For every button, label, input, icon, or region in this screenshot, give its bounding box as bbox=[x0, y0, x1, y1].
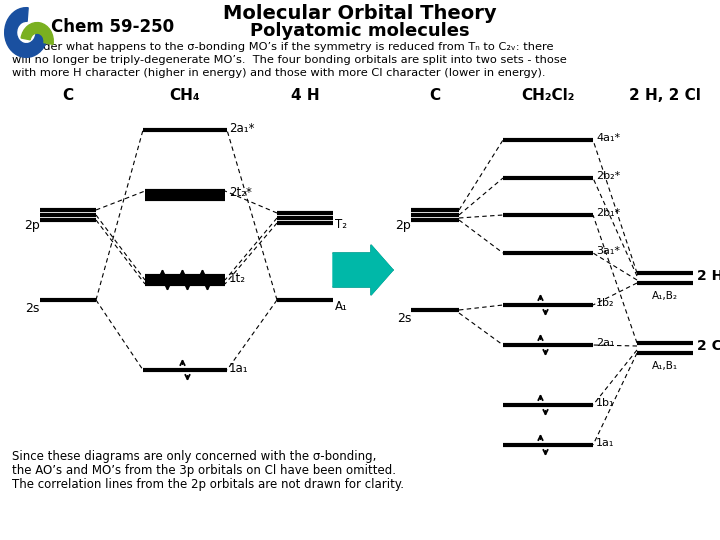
Text: 2p: 2p bbox=[395, 219, 411, 232]
Text: 4a₁*: 4a₁* bbox=[596, 133, 620, 143]
Text: A₁,B₁: A₁,B₁ bbox=[652, 361, 678, 371]
Text: 2 Cl: 2 Cl bbox=[697, 339, 720, 353]
Text: A₁: A₁ bbox=[335, 300, 348, 313]
Wedge shape bbox=[21, 23, 53, 44]
Text: A₁,B₂: A₁,B₂ bbox=[652, 291, 678, 301]
Text: CH₂Cl₂: CH₂Cl₂ bbox=[521, 87, 575, 103]
Text: 2a₁: 2a₁ bbox=[596, 338, 614, 348]
Text: 2p: 2p bbox=[24, 219, 40, 232]
Text: The correlation lines from the 2p orbitals are not drawn for clarity.: The correlation lines from the 2p orbita… bbox=[12, 478, 404, 491]
Text: 2s: 2s bbox=[26, 301, 40, 314]
Text: C: C bbox=[429, 87, 441, 103]
Text: Since these diagrams are only concerned with the σ-bonding,: Since these diagrams are only concerned … bbox=[12, 450, 377, 463]
Text: 1b₂: 1b₂ bbox=[596, 298, 614, 308]
Text: 1a₁: 1a₁ bbox=[229, 361, 248, 375]
Text: 3a₁*: 3a₁* bbox=[596, 246, 620, 256]
Text: 2b₁*: 2b₁* bbox=[596, 208, 620, 218]
Text: 1t₂: 1t₂ bbox=[229, 272, 246, 285]
Text: CH₄: CH₄ bbox=[170, 87, 200, 103]
Text: Consider what happens to the σ-bonding MO’s if the symmetry is reduced from Tₙ t: Consider what happens to the σ-bonding M… bbox=[12, 42, 554, 52]
Text: 1a₁: 1a₁ bbox=[596, 438, 614, 448]
Text: T₂: T₂ bbox=[335, 218, 347, 231]
Text: 2b₂*: 2b₂* bbox=[596, 171, 620, 181]
Text: 2 H, 2 Cl: 2 H, 2 Cl bbox=[629, 87, 701, 103]
FancyArrow shape bbox=[333, 245, 393, 295]
Text: the AO’s and MO’s from the 3p orbitals on Cl have been omitted.: the AO’s and MO’s from the 3p orbitals o… bbox=[12, 464, 396, 477]
Wedge shape bbox=[5, 8, 48, 57]
Text: C: C bbox=[63, 87, 73, 103]
Text: 2a₁*: 2a₁* bbox=[229, 122, 254, 134]
Text: 2 H: 2 H bbox=[697, 269, 720, 283]
Text: 1b₁: 1b₁ bbox=[596, 398, 614, 408]
Text: will no longer be triply-degenerate MO’s.  The four bonding orbitals are split i: will no longer be triply-degenerate MO’s… bbox=[12, 55, 567, 65]
Text: Polyatomic molecules: Polyatomic molecules bbox=[250, 22, 470, 40]
Text: 4 H: 4 H bbox=[291, 87, 319, 103]
Text: Chem 59-250: Chem 59-250 bbox=[51, 18, 174, 36]
Text: 2s: 2s bbox=[397, 312, 411, 325]
Text: Molecular Orbital Theory: Molecular Orbital Theory bbox=[223, 4, 497, 23]
Text: 2t₂*: 2t₂* bbox=[229, 186, 252, 199]
Text: with more H character (higher in energy) and those with more Cl character (lower: with more H character (higher in energy)… bbox=[12, 68, 546, 78]
